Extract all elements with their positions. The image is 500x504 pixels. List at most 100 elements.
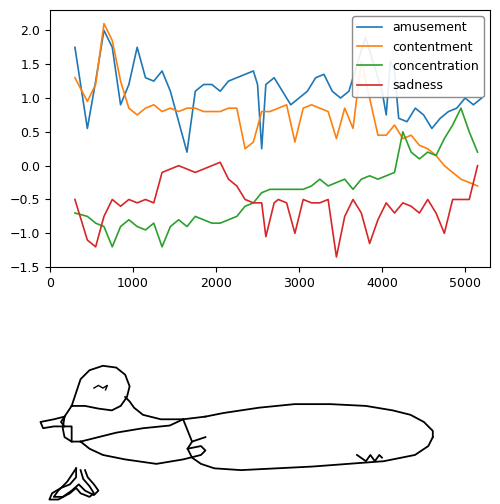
contentment: [250, 139, 256, 145]
contentment: [292, 139, 298, 145]
contentment: [159, 108, 165, 114]
contentment: [184, 105, 190, 111]
contentment: [416, 142, 422, 148]
concentration: [110, 244, 116, 250]
contentment: [118, 78, 124, 84]
sadness: [250, 200, 256, 206]
sadness: [450, 197, 456, 203]
contentment: [433, 153, 439, 159]
contentment: [142, 105, 148, 111]
concentration: [209, 220, 215, 226]
contentment: [383, 132, 389, 138]
concentration: [408, 149, 414, 155]
sadness: [263, 234, 269, 240]
sadness: [217, 159, 223, 165]
concentration: [126, 217, 132, 223]
concentration: [442, 136, 448, 142]
Legend: amusement, contentment, concentration, sadness: amusement, contentment, concentration, s…: [352, 16, 484, 97]
concentration: [292, 186, 298, 193]
sadness: [392, 210, 398, 216]
sadness: [416, 210, 422, 216]
sadness: [168, 166, 173, 172]
sadness: [325, 197, 331, 203]
concentration: [151, 220, 157, 226]
sadness: [92, 244, 98, 250]
contentment: [242, 146, 248, 152]
sadness: [200, 166, 206, 172]
sadness: [466, 197, 472, 203]
sadness: [375, 217, 381, 223]
sadness: [276, 197, 281, 203]
concentration: [142, 227, 148, 233]
sadness: [408, 203, 414, 209]
amusement: [478, 95, 484, 101]
concentration: [250, 200, 256, 206]
concentration: [101, 223, 107, 229]
sadness: [300, 197, 306, 203]
sadness: [159, 169, 165, 175]
contentment: [317, 105, 323, 111]
sadness: [176, 163, 182, 169]
concentration: [184, 223, 190, 229]
sadness: [284, 200, 290, 206]
contentment: [334, 136, 340, 142]
contentment: [72, 75, 78, 81]
concentration: [458, 105, 464, 111]
contentment: [234, 105, 240, 111]
sadness: [234, 183, 240, 189]
concentration: [276, 186, 281, 193]
sadness: [383, 200, 389, 206]
concentration: [350, 186, 356, 193]
sadness: [400, 200, 406, 206]
amusement: [354, 61, 360, 67]
sadness: [151, 200, 157, 206]
concentration: [242, 203, 248, 209]
contentment: [284, 102, 290, 108]
contentment: [325, 108, 331, 114]
contentment: [110, 37, 116, 43]
contentment: [342, 105, 347, 111]
contentment: [300, 105, 306, 111]
concentration: [258, 190, 264, 196]
contentment: [126, 105, 132, 111]
contentment: [375, 132, 381, 138]
Line: concentration: concentration: [75, 108, 477, 247]
amusement: [72, 44, 78, 50]
contentment: [366, 95, 372, 101]
amusement: [209, 82, 215, 88]
sadness: [433, 210, 439, 216]
sadness: [292, 230, 298, 236]
concentration: [366, 173, 372, 179]
sadness: [308, 200, 314, 206]
contentment: [134, 112, 140, 118]
concentration: [375, 176, 381, 182]
sadness: [317, 200, 323, 206]
concentration: [358, 176, 364, 182]
concentration: [72, 210, 78, 216]
concentration: [392, 169, 398, 175]
contentment: [400, 136, 406, 142]
contentment: [392, 122, 398, 128]
sadness: [72, 197, 78, 203]
contentment: [92, 82, 98, 88]
contentment: [474, 183, 480, 189]
sadness: [358, 210, 364, 216]
Line: sadness: sadness: [75, 162, 477, 257]
contentment: [424, 146, 430, 152]
sadness: [242, 197, 248, 203]
sadness: [101, 213, 107, 219]
concentration: [342, 176, 347, 182]
contentment: [101, 21, 107, 27]
contentment: [192, 105, 198, 111]
contentment: [168, 105, 173, 111]
contentment: [350, 125, 356, 132]
amusement: [338, 95, 344, 101]
concentration: [168, 223, 173, 229]
Line: amusement: amusement: [75, 30, 482, 152]
contentment: [176, 108, 182, 114]
concentration: [267, 186, 273, 193]
concentration: [217, 220, 223, 226]
contentment: [267, 108, 273, 114]
contentment: [466, 179, 472, 185]
sadness: [271, 200, 277, 206]
